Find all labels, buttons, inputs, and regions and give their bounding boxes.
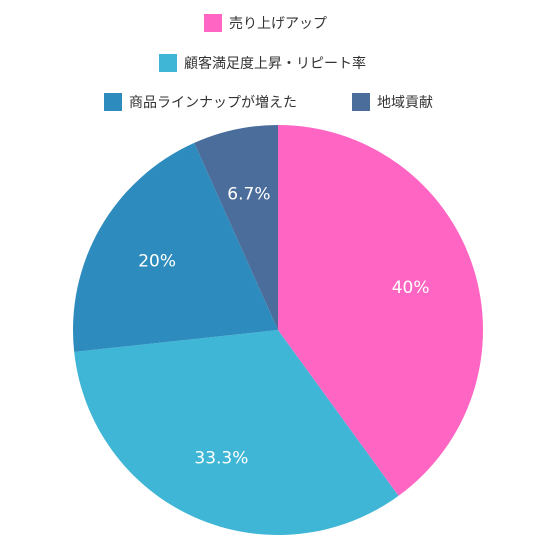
legend-swatch	[104, 93, 122, 111]
legend-label: 地域貢献	[377, 95, 433, 111]
slice-value-label: 33.3%	[194, 448, 248, 468]
slice-value-label: 40%	[392, 278, 430, 298]
legend-label: 売り上げアップ	[229, 16, 327, 32]
pie-slices	[73, 124, 484, 536]
slice-value-label: 6.7%	[227, 185, 270, 205]
legend-swatch	[204, 14, 222, 32]
pie-slice	[194, 125, 278, 330]
legend-swatch	[352, 93, 370, 111]
pie-slice	[278, 124, 484, 496]
slice-value-label: 20%	[138, 252, 176, 272]
pie-slice	[73, 142, 278, 352]
pie-slice	[74, 330, 399, 536]
legend-swatch	[159, 54, 177, 72]
slice-labels: 40% 33.3% 20% 6.7%	[138, 185, 429, 469]
legend-label: 顧客満足度上昇・リピート率	[184, 55, 366, 72]
legend-label: 商品ラインナップが増えた	[129, 95, 297, 111]
